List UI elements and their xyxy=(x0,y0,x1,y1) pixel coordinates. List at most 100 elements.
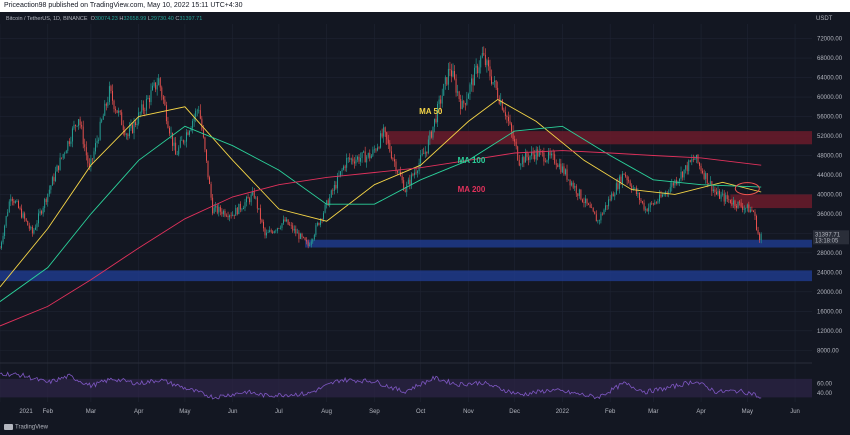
candle xyxy=(489,66,491,77)
candle xyxy=(406,184,408,192)
candle xyxy=(361,152,363,158)
candle xyxy=(119,110,121,113)
candle xyxy=(139,112,141,114)
candle xyxy=(441,95,443,104)
candle xyxy=(588,203,590,205)
candle xyxy=(736,206,737,208)
candle xyxy=(404,190,406,192)
x-tick-label: Jun xyxy=(228,409,238,415)
candle xyxy=(731,202,733,205)
x-tick-label: Feb xyxy=(605,409,616,415)
candle xyxy=(369,153,371,159)
candle xyxy=(403,180,405,191)
candle xyxy=(84,144,86,148)
candle xyxy=(161,87,163,97)
candle xyxy=(566,169,568,180)
y-tick-label: 60000.00 xyxy=(817,95,843,101)
candle xyxy=(116,110,118,113)
candle xyxy=(373,149,375,151)
candle xyxy=(515,141,517,147)
candle xyxy=(18,201,19,208)
candle xyxy=(504,112,506,117)
highlight-circle xyxy=(734,182,760,196)
candle xyxy=(1,242,3,249)
candle xyxy=(14,201,16,203)
open-label: O xyxy=(90,16,95,22)
candle xyxy=(122,125,124,130)
candle xyxy=(59,157,61,170)
candle xyxy=(563,166,565,175)
candle xyxy=(520,164,522,166)
candle xyxy=(366,156,368,163)
candle xyxy=(88,163,90,167)
candle xyxy=(743,208,745,210)
candle xyxy=(259,208,261,220)
candle xyxy=(192,120,194,129)
candle xyxy=(679,178,680,182)
candle xyxy=(389,143,391,152)
candle xyxy=(329,197,331,206)
candle xyxy=(244,202,246,208)
candle xyxy=(691,159,693,162)
candle xyxy=(407,179,409,185)
candle xyxy=(694,158,696,160)
candle xyxy=(414,172,415,176)
candle xyxy=(91,158,93,160)
y-tick-label: 48000.00 xyxy=(817,153,843,159)
candle xyxy=(521,157,523,165)
candle xyxy=(104,103,106,116)
resistance-zone xyxy=(385,131,812,145)
candle xyxy=(165,105,167,122)
candle xyxy=(310,241,312,246)
x-tick-label: May xyxy=(742,409,753,415)
candle xyxy=(709,181,711,184)
candle xyxy=(534,154,536,160)
x-tick-label: Dec xyxy=(509,409,520,415)
candle xyxy=(660,194,662,197)
candle xyxy=(153,82,155,86)
candle xyxy=(107,102,109,106)
candle xyxy=(287,219,289,225)
candle xyxy=(746,204,748,209)
symbol-legend: Bitcoin / TetherUS, 1D, BINANCE O30074.2… xyxy=(6,16,202,22)
candle xyxy=(263,221,264,229)
y-tick-label: 56000.00 xyxy=(817,115,843,121)
candle xyxy=(702,170,704,174)
candle xyxy=(264,228,266,236)
candle xyxy=(213,207,215,214)
candle xyxy=(242,207,244,210)
candle xyxy=(585,198,586,203)
x-tick-label: Apr xyxy=(696,409,705,415)
candle xyxy=(614,194,616,197)
candle xyxy=(628,180,630,182)
candle xyxy=(471,78,472,85)
high-value: 32658.99 xyxy=(123,16,147,22)
candle xyxy=(96,140,98,144)
candle xyxy=(133,121,135,134)
candle xyxy=(34,227,36,230)
candle xyxy=(241,209,243,210)
candle xyxy=(760,234,762,240)
candle xyxy=(127,134,129,137)
x-tick-label: Jul xyxy=(275,409,283,415)
candle xyxy=(355,159,357,164)
candle xyxy=(58,165,60,170)
candle xyxy=(728,198,730,200)
candle xyxy=(440,99,442,104)
candle xyxy=(55,171,56,181)
candle xyxy=(125,134,127,135)
candle xyxy=(467,94,469,99)
candle xyxy=(589,204,591,208)
candle xyxy=(321,219,323,220)
candle xyxy=(671,182,673,188)
candle xyxy=(699,162,700,166)
candle xyxy=(649,203,651,208)
candle xyxy=(333,184,335,191)
candle xyxy=(344,166,346,168)
candle xyxy=(315,225,317,235)
candle xyxy=(518,159,520,166)
candle xyxy=(81,124,83,127)
candle xyxy=(444,77,446,85)
candle xyxy=(397,171,398,173)
